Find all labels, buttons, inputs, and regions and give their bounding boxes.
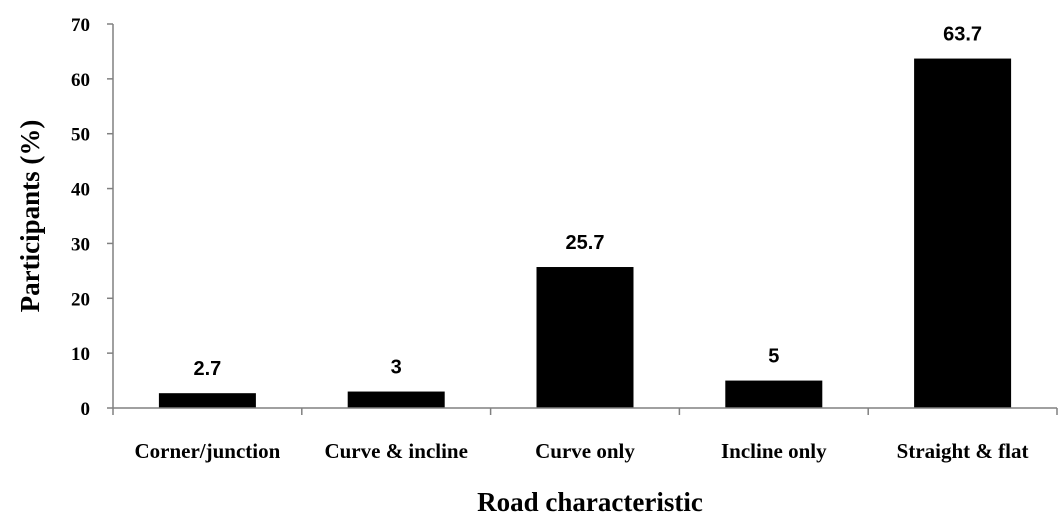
x-category-label: Curve & incline xyxy=(324,439,467,463)
x-category-label: Corner/junction xyxy=(134,439,280,463)
bar xyxy=(725,380,823,408)
bar xyxy=(914,58,1012,409)
y-tick-label: 50 xyxy=(71,125,90,146)
bar-value-label: 25.7 xyxy=(566,232,605,254)
y-axis-title: Participants (%) xyxy=(15,120,45,313)
x-axis-title: Road characteristic xyxy=(477,487,703,517)
y-tick-label: 60 xyxy=(71,70,90,91)
y-tick-label: 30 xyxy=(71,234,90,255)
bar xyxy=(158,393,256,408)
x-category-label: Curve only xyxy=(535,439,635,463)
x-category-label: Straight & flat xyxy=(897,439,1029,463)
y-tick-label: 40 xyxy=(71,180,90,201)
x-category-label: Incline only xyxy=(721,439,827,463)
bar-value-label: 3 xyxy=(391,357,402,379)
bar xyxy=(536,267,634,408)
y-axis-ticks: 0 10 20 30 40 50 60 70 xyxy=(71,15,1058,420)
bar-value-label: 5 xyxy=(768,346,779,368)
bar xyxy=(347,391,445,408)
data-labels: 2.7 3 25.7 5 63.7 xyxy=(193,24,982,381)
bar-value-label: 63.7 xyxy=(943,24,982,46)
bar-value-label: 2.7 xyxy=(193,358,221,380)
y-tick-label: 0 xyxy=(81,399,91,420)
y-tick-label: 10 xyxy=(71,344,90,365)
y-tick-label: 70 xyxy=(71,15,90,36)
y-tick-label: 20 xyxy=(71,289,90,310)
x-axis-category-labels: Corner/junction Curve & incline Curve only… xyxy=(134,439,1028,463)
bars xyxy=(158,58,1012,409)
